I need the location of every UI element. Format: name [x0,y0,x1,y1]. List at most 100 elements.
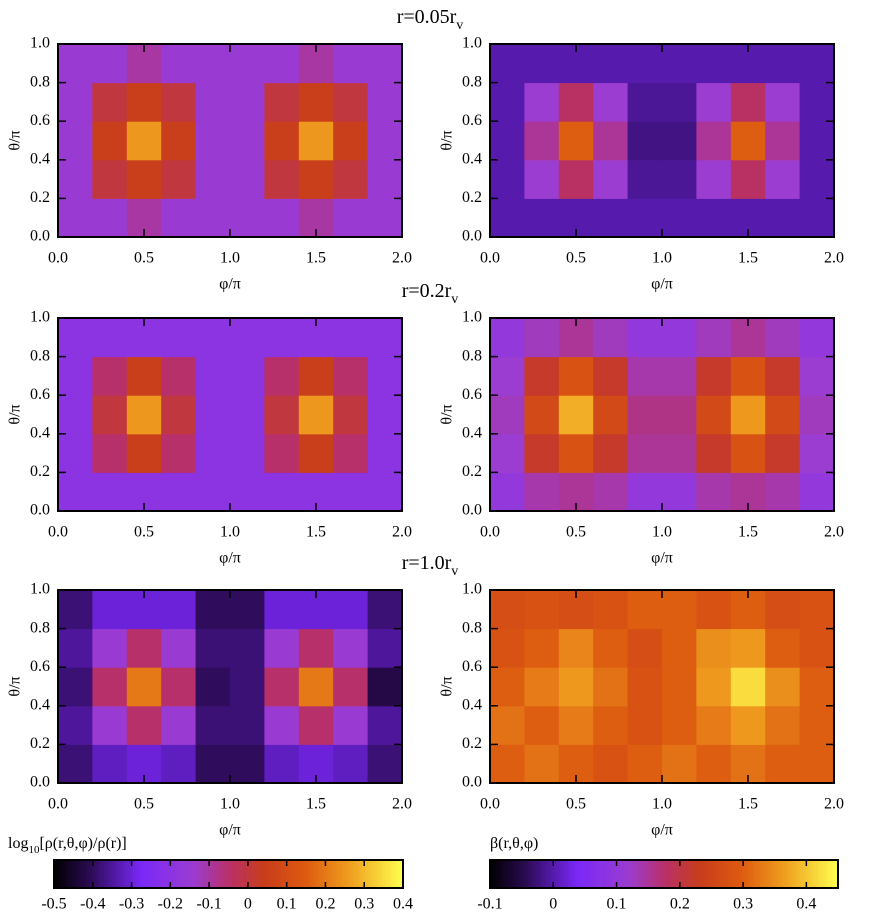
heatmap-cell [799,705,835,745]
heatmap-cell [765,82,801,122]
colorbar-swatch [152,860,157,888]
colorbar-swatch [579,860,584,888]
colorbar-swatch [614,860,619,888]
colorbar-swatch [269,860,273,888]
colorbar-swatch [530,860,535,888]
heatmap-cell [696,667,732,707]
colorbar-tick-label: 0 [244,896,252,913]
heatmap-cell [799,159,835,199]
heatmap-cell [161,318,197,358]
y-axis-label: θ/π [439,676,456,696]
y-tick-label: 0.8 [462,619,482,636]
heatmap-cell [333,356,369,396]
colorbar-label-subscript: 10 [28,844,40,856]
heatmap-cell [799,433,835,473]
heatmap-cell [627,590,663,630]
colorbar-swatch [147,860,151,888]
y-tick-label: 0.2 [462,189,482,206]
colorbar-swatch [170,860,174,888]
colorbar-swatch [243,860,247,888]
heatmap-cell [627,356,663,396]
heatmap-cell [730,433,766,473]
x-axis-label: φ/π [219,276,241,293]
heatmap-cell [195,433,231,473]
colorbar-swatch [91,860,96,888]
x-tick-label: 1.0 [220,524,240,541]
colorbar-swatch [672,860,677,888]
y-tick-label: 0.4 [30,424,50,441]
heatmap-cell [765,198,801,238]
colorbar-swatch [373,860,378,888]
heatmap-cell [765,44,801,84]
heatmap-cell [58,318,93,358]
colorbar-swatch [617,860,622,888]
heatmap-cell [195,356,231,396]
heatmap-cell [264,433,300,473]
heatmap-cell [92,121,128,161]
heatmap-cell [264,318,300,358]
heatmap-cell [230,472,265,512]
x-tick-label: 0.0 [48,796,68,813]
heatmap-cell [593,82,629,122]
x-axis-label: φ/π [651,822,673,839]
colorbar-swatch [568,860,572,888]
heatmap-cell [490,318,525,358]
heatmap-cell [765,705,801,745]
heatmap-cell [298,705,334,745]
heatmap-cell [662,318,697,358]
heatmap-cell [161,628,197,668]
colorbar-swatch [167,860,171,888]
heatmap-cell [92,705,128,745]
heatmap-cell [58,159,93,199]
colorbar-swatch [739,860,743,888]
heatmap-cell [195,744,231,784]
heatmap-cell [490,590,525,630]
heatmap-cell [524,44,560,84]
heatmap-cell [333,159,369,199]
heatmap-cell [696,395,732,435]
heatmap-cell [558,667,594,707]
heatmap-cell [765,395,801,435]
heatmap-cell [662,433,697,473]
heatmap-cell [230,121,265,161]
x-tick-label: 1.0 [220,796,240,813]
heatmap-cell [367,356,403,396]
colorbar-swatch [347,860,352,888]
colorbar-tick-label: -0.4 [80,896,105,913]
colorbar-swatch [318,860,323,888]
heatmap-cell [730,121,766,161]
heatmap-cell [58,628,93,668]
panel-title: r=1.0rv [402,552,459,579]
heatmap-cell [799,198,835,238]
heatmap-cell [126,705,162,745]
y-tick-label: 1.0 [462,309,482,326]
heatmap-cell [92,356,128,396]
colorbar-swatch [582,860,587,888]
heatmap-cell [92,318,128,358]
x-tick-label: 0.0 [48,524,68,541]
heatmap-cell [627,318,663,358]
colorbar-swatch [690,860,694,888]
colorbar-swatch [658,860,662,888]
colorbar-swatch [371,860,375,888]
y-tick-label: 0.8 [462,347,482,364]
colorbar-swatch [202,860,206,888]
colorbar-swatch [83,860,87,888]
heatmap-cell [558,433,594,473]
colorbar-tick-label: 0 [549,896,557,913]
heatmap-cell [161,198,197,238]
colorbar-swatch [513,860,517,888]
heatmap-cell [490,628,525,668]
heatmap-cell [558,705,594,745]
colorbar-swatch [59,860,64,888]
heatmap-cell [662,395,697,435]
heatmap-cell [696,121,732,161]
colorbar-swatch [103,860,107,888]
heatmap-cell [662,705,697,745]
colorbar-swatch [826,860,830,888]
colorbar-swatch [359,860,363,888]
colorbar-swatch [803,860,807,888]
colorbar-swatch [376,860,381,888]
title-subscript: v [451,292,458,307]
heatmap-cell [230,628,265,668]
